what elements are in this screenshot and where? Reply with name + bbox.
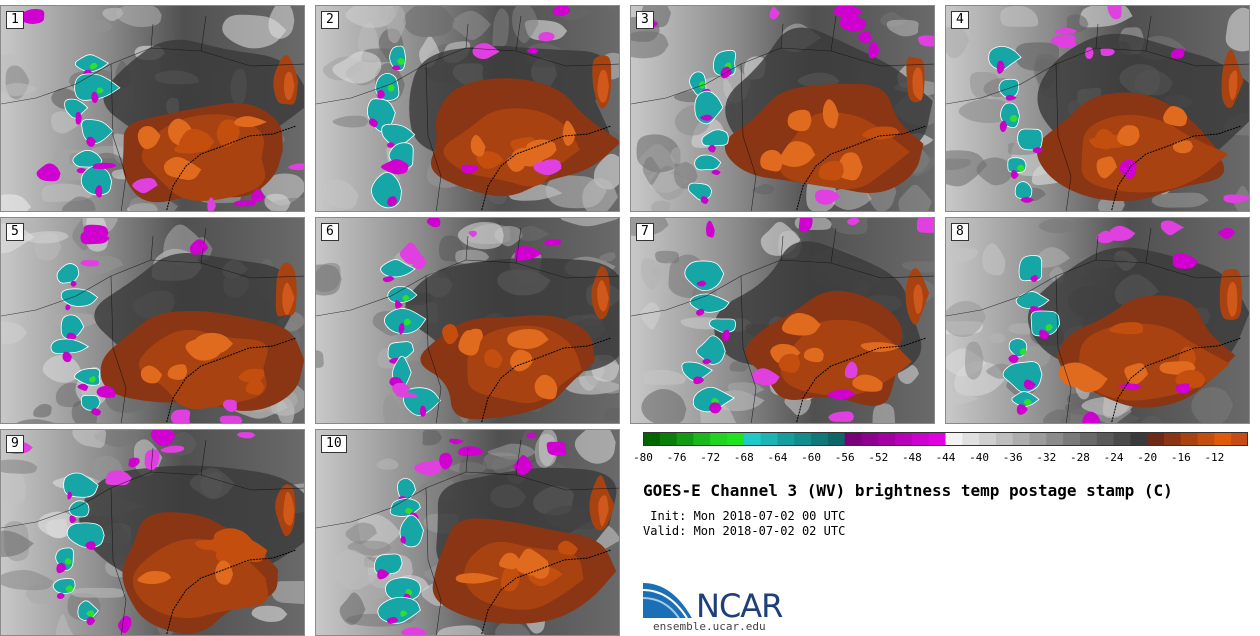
colorbar-segment (945, 432, 963, 446)
panel-number: 2 (321, 11, 339, 29)
colorbar-tick-label: -68 (733, 451, 754, 464)
colorbar-segment (1147, 432, 1165, 446)
colorbar-tick-label: -52 (868, 451, 889, 464)
ncar-logo-icon (643, 581, 694, 619)
colorbar-segment (844, 432, 863, 446)
water-vapor-field (316, 430, 619, 635)
colorbar-tick-label: -72 (700, 451, 721, 464)
colorbar-segment (928, 432, 947, 446)
map-panel-3: 3 (630, 5, 935, 212)
colorbar-segment (760, 432, 779, 446)
colorbar-tick-label: -40 (969, 451, 990, 464)
colorbar-tick-label: -28 (1070, 451, 1090, 464)
map-panel-8: 8 (945, 217, 1250, 424)
colorbar-tick-label: -48 (901, 451, 922, 464)
water-vapor-field (1, 6, 304, 211)
water-vapor-field (946, 218, 1249, 423)
map-panel-9: 9 (0, 429, 305, 636)
colorbar-segment (676, 432, 695, 446)
colorbar-segment (1079, 432, 1098, 446)
water-vapor-field (1, 430, 304, 635)
colorbar-segment (878, 432, 896, 446)
water-vapor-field (631, 6, 934, 211)
colorbar-segment (1029, 432, 1047, 446)
colorbar-tick-label: -44 (935, 451, 956, 464)
map-panel-2: 2 (315, 5, 620, 212)
colorbar-segment (1063, 432, 1081, 446)
map-panel-5: 5 (0, 217, 305, 424)
colorbar-segment (693, 432, 711, 446)
panel-number: 8 (951, 223, 969, 241)
water-vapor-field (1, 218, 304, 423)
map-panel-6: 6 (315, 217, 620, 424)
colorbar-tick-label: -20 (1137, 451, 1158, 464)
colorbar-segment (962, 432, 980, 446)
colorbar-segment (827, 432, 846, 446)
panel-number: 3 (636, 11, 654, 29)
panel-number: 4 (951, 11, 969, 29)
colorbar-segment (979, 432, 997, 446)
map-panel-7: 7 (630, 217, 935, 424)
colorbar-segment (911, 432, 930, 446)
valid-time: Valid: Mon 2018-07-02 02 UTC (643, 524, 846, 538)
colorbar-segment (1214, 432, 1232, 446)
colorbar-segment (1231, 432, 1248, 446)
panel-number: 6 (321, 223, 339, 241)
water-vapor-field (631, 218, 934, 423)
colorbar-segment (1012, 432, 1031, 446)
colorbar-segment (777, 432, 795, 446)
water-vapor-field (316, 6, 619, 211)
panel-number: 10 (321, 435, 347, 453)
colorbar-segment (727, 432, 745, 446)
colorbar-segment (1046, 432, 1064, 446)
colorbar-segment (861, 432, 879, 446)
map-panel-4: 4 (945, 5, 1250, 212)
init-time: Init: Mon 2018-07-02 00 UTC (643, 509, 846, 523)
colorbar-tick-label: -76 (666, 451, 687, 464)
colorbar-tick-label: -16 (1170, 451, 1191, 464)
colorbar-segment (710, 432, 728, 446)
colorbar-tick-label: -60 (801, 451, 821, 464)
ncar-logo-text: NCAR (696, 587, 783, 625)
colorbar-tick-label: -56 (834, 451, 855, 464)
panel-number: 7 (636, 223, 654, 241)
colorbar-tick-label: -32 (1036, 451, 1057, 464)
colorbar-segment (1163, 432, 1182, 446)
page-title: GOES-E Channel 3 (WV) brightness temp po… (643, 481, 1173, 500)
colorbar-tick-label: -12 (1204, 451, 1225, 464)
colorbar-segment (743, 432, 762, 446)
colorbar-segment (1113, 432, 1131, 446)
panel-number: 5 (6, 223, 24, 241)
colorbar-tick-label: -24 (1103, 451, 1124, 464)
colorbar-tick-label: -80 (633, 451, 653, 464)
map-panel-1: 1 (0, 5, 305, 212)
logo-url: ensemble.ucar.edu (653, 620, 766, 633)
colorbar-segment (1096, 432, 1115, 446)
colorbar-tick-label: -64 (767, 451, 788, 464)
colorbar-segment (995, 432, 1014, 446)
colorbar-segment (659, 432, 678, 446)
colorbar-segment (811, 432, 829, 446)
map-panel-10: 10 (315, 429, 620, 636)
colorbar-segment (895, 432, 913, 446)
water-vapor-field (946, 6, 1249, 211)
colorbar-segment (1130, 432, 1148, 446)
colorbar-segment (1197, 432, 1215, 446)
colorbar-segment (794, 432, 812, 446)
water-vapor-field (316, 218, 619, 423)
colorbar-segment (643, 432, 661, 446)
panel-number: 1 (6, 11, 24, 29)
colorbar-tick-label: -36 (1002, 451, 1023, 464)
panel-number: 9 (6, 435, 24, 453)
colorbar-segment (1180, 432, 1199, 446)
colorbar (643, 432, 1248, 446)
